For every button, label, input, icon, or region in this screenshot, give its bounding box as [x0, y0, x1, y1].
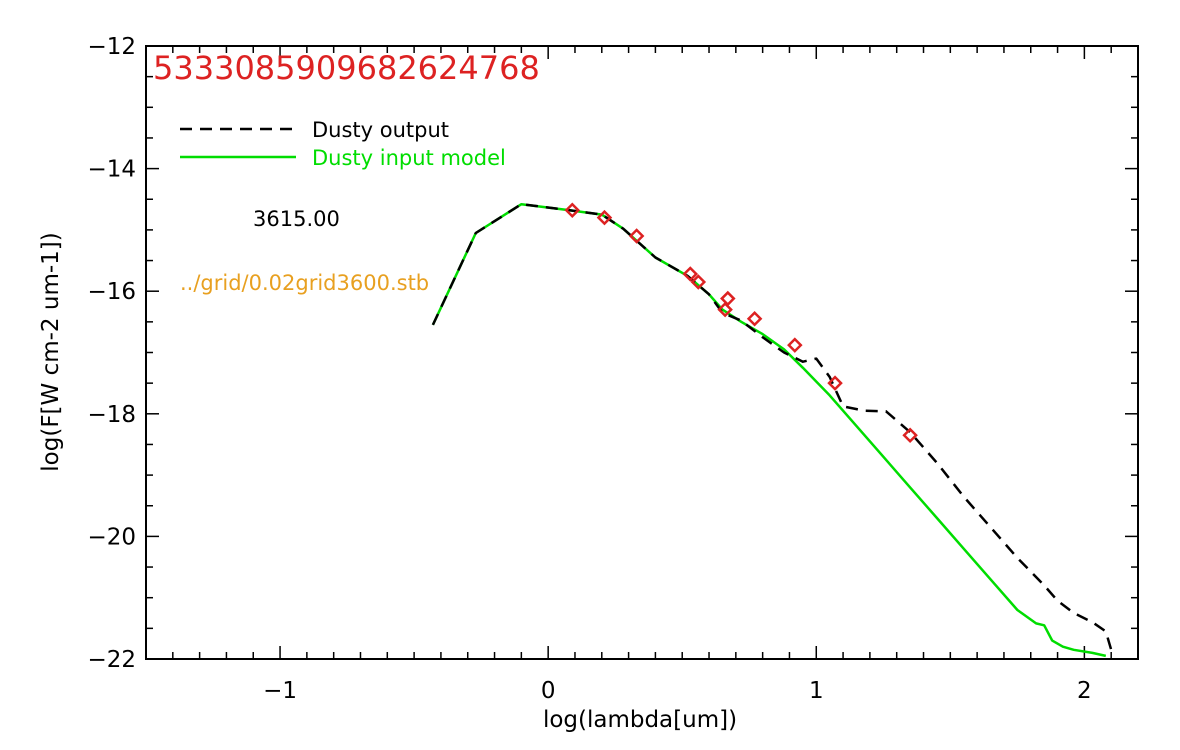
x-tick-label: 1 [809, 678, 824, 704]
observation-point [827, 375, 843, 391]
y-tick-label: −14 [87, 157, 136, 183]
x-tick-label: 0 [541, 678, 556, 704]
y-tick-label: −20 [87, 524, 136, 550]
y-tick-label: −16 [87, 279, 136, 305]
chart-title: 5333085909682624768 [153, 49, 540, 87]
x-tick-label: 2 [1077, 678, 1092, 704]
observation-point [746, 311, 763, 327]
observation-point [717, 301, 733, 318]
observation-point [787, 337, 803, 353]
legend: Dusty output Dusty input model [180, 118, 506, 170]
observation-markers [564, 202, 918, 444]
grid-file-annotation: ../grid/0.02grid3600.stb [180, 271, 429, 295]
observation-point [690, 274, 707, 290]
plot-frame [145, 45, 1139, 660]
legend-label-dusty-input: Dusty input model [312, 146, 506, 170]
observation-point [596, 209, 613, 226]
y-tick-labels: −22 −20 −18 −16 −14 −12 [87, 34, 136, 673]
x-axis-label: log(lambda[um]) [543, 707, 737, 733]
observation-point [720, 290, 736, 307]
x-tick-labels: −1 0 1 2 [263, 678, 1092, 704]
observation-point [902, 427, 918, 444]
observation-point [682, 266, 699, 282]
y-tick-label: −22 [87, 647, 136, 673]
y-tick-label: −18 [87, 402, 136, 428]
observation-point [564, 202, 581, 219]
temperature-annotation: 3615.00 [253, 207, 340, 231]
legend-label-dusty-output: Dusty output [312, 118, 449, 142]
series-lines [431, 202, 1113, 658]
y-tick-label: −12 [87, 34, 136, 60]
observation-point [628, 228, 645, 244]
series-line-dusty-input-model [431, 202, 1107, 658]
x-tick-label: −1 [263, 678, 297, 704]
y-axis-label: log(F[W cm-2 um-1]) [38, 232, 64, 471]
